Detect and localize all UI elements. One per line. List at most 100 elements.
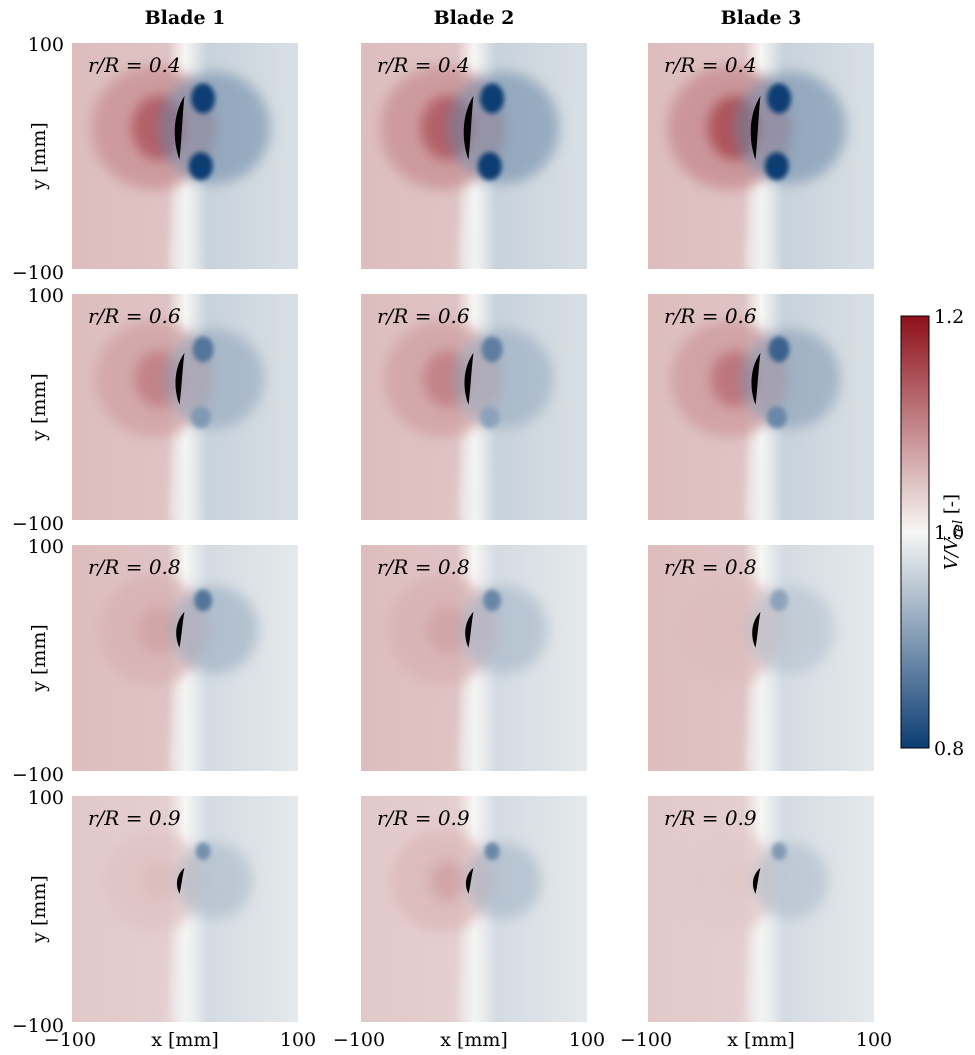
high-velocity-core bbox=[426, 605, 467, 654]
wake-band bbox=[169, 153, 192, 269]
low-velocity-halo bbox=[740, 328, 841, 429]
low-velocity-blob-upper bbox=[481, 336, 503, 363]
contour-panel-blade3-row1: r/R = 0.4 bbox=[648, 43, 874, 269]
contour-panel-blade2-row2: r/R = 0.6 bbox=[361, 294, 587, 520]
blade-airfoil-section bbox=[752, 611, 761, 648]
blade-airfoil-section bbox=[463, 95, 474, 160]
y-tick-label-bottom: −100 bbox=[12, 1015, 64, 1037]
contour-panel-blade2-row3: r/R = 0.8 bbox=[361, 545, 587, 771]
y-axis-label: y [mm] bbox=[28, 122, 50, 191]
column-title-blade1: Blade 1 bbox=[145, 7, 226, 29]
wake-band bbox=[169, 906, 192, 1022]
y-tick-label-top: 100 bbox=[28, 34, 64, 56]
wake-band bbox=[745, 404, 768, 520]
y-tick-label-bottom: −100 bbox=[12, 764, 64, 786]
column-title-blade3: Blade 3 bbox=[721, 7, 802, 29]
panel-label-radius: r/R = 0.9 bbox=[377, 806, 470, 830]
y-axis-label: y [mm] bbox=[28, 373, 50, 442]
panel-label-radius: r/R = 0.8 bbox=[664, 555, 757, 579]
contour-panel-blade2-row1: r/R = 0.4 bbox=[361, 43, 587, 269]
high-velocity-core bbox=[716, 860, 751, 901]
low-velocity-blob-upper bbox=[192, 336, 214, 363]
panel-label-radius: r/R = 0.4 bbox=[88, 53, 181, 77]
wake-band bbox=[458, 655, 481, 771]
blade-airfoil-section bbox=[176, 867, 185, 894]
x-axis-label: x [mm] bbox=[440, 1029, 508, 1051]
y-tick-label-bottom: −100 bbox=[12, 513, 64, 535]
x-tick-label-left: −100 bbox=[333, 1029, 385, 1051]
y-axis-label: y [mm] bbox=[28, 624, 50, 693]
panel-label-radius: r/R = 0.8 bbox=[377, 555, 470, 579]
panel-grid: r/R = 0.4 r/R = 0.4 r/R = 0.4 r/R = 0.6 r/R … bbox=[72, 43, 874, 1022]
blade-airfoil-section bbox=[175, 352, 185, 405]
colorbar-bar bbox=[900, 315, 930, 749]
panel-label-radius: r/R = 0.6 bbox=[88, 304, 181, 328]
wake-band bbox=[745, 906, 768, 1022]
low-velocity-halo bbox=[158, 71, 271, 184]
blade-airfoil-section bbox=[752, 867, 761, 894]
low-velocity-blob-lower bbox=[766, 406, 787, 429]
colorbar-tick-label: 0.8 bbox=[934, 738, 964, 760]
contour-panel-blade3-row2: r/R = 0.6 bbox=[648, 294, 874, 520]
colorbar-label: V/Vrel [-] bbox=[941, 494, 966, 570]
low-velocity-halo bbox=[447, 71, 560, 184]
blade-airfoil-section bbox=[465, 867, 474, 894]
wake-band bbox=[458, 404, 481, 520]
low-velocity-halo bbox=[164, 328, 265, 429]
column-title-blade2: Blade 2 bbox=[434, 7, 515, 29]
low-velocity-halo bbox=[459, 585, 548, 674]
low-velocity-blob-upper bbox=[191, 83, 216, 114]
contour-panel-blade1-row4: r/R = 0.9 bbox=[72, 796, 298, 1022]
panel-label-radius: r/R = 0.4 bbox=[664, 53, 757, 77]
low-velocity-halo bbox=[465, 842, 542, 919]
colorbar-tick-label: 1.2 bbox=[934, 306, 964, 328]
low-velocity-blob-lower bbox=[764, 152, 789, 181]
panel-label-radius: r/R = 0.4 bbox=[377, 53, 470, 77]
x-tick-label-right: 100 bbox=[569, 1029, 605, 1051]
high-velocity-core bbox=[713, 605, 754, 654]
low-velocity-blob-upper bbox=[480, 83, 505, 114]
low-velocity-blob-lower bbox=[479, 406, 500, 429]
high-velocity-core bbox=[137, 605, 178, 654]
contour-panel-blade1-row1: r/R = 0.4 bbox=[72, 43, 298, 269]
x-tick-label-left: −100 bbox=[44, 1029, 96, 1051]
contour-panel-blade1-row2: r/R = 0.6 bbox=[72, 294, 298, 520]
blade-airfoil-section bbox=[465, 611, 474, 648]
y-tick-label-top: 100 bbox=[28, 285, 64, 307]
low-velocity-blob-upper bbox=[771, 842, 787, 861]
low-velocity-halo bbox=[453, 328, 554, 429]
y-axis-label: y [mm] bbox=[28, 875, 50, 944]
low-velocity-halo bbox=[752, 842, 829, 919]
low-velocity-blob-upper bbox=[195, 842, 211, 861]
high-velocity-core bbox=[429, 860, 464, 901]
panel-label-radius: r/R = 0.8 bbox=[88, 555, 181, 579]
contour-panel-blade3-row4: r/R = 0.9 bbox=[648, 796, 874, 1022]
x-tick-label-left: −100 bbox=[620, 1029, 672, 1051]
low-velocity-blob-upper bbox=[483, 589, 502, 612]
y-tick-label-top: 100 bbox=[28, 536, 64, 558]
x-tick-label-right: 100 bbox=[280, 1029, 316, 1051]
wake-band bbox=[745, 655, 768, 771]
wake-band bbox=[169, 404, 192, 520]
x-tick-label-right: 100 bbox=[856, 1029, 892, 1051]
low-velocity-blob-upper bbox=[770, 589, 789, 612]
low-velocity-blob-upper bbox=[484, 842, 500, 861]
blade-airfoil-section bbox=[464, 352, 474, 405]
x-axis-label: x [mm] bbox=[727, 1029, 795, 1051]
low-velocity-blob-upper bbox=[767, 83, 792, 114]
wake-band bbox=[745, 153, 768, 269]
low-velocity-halo bbox=[170, 585, 259, 674]
x-axis-label: x [mm] bbox=[151, 1029, 219, 1051]
wake-band bbox=[458, 153, 481, 269]
low-velocity-blob-lower bbox=[188, 152, 213, 181]
panel-label-radius: r/R = 0.6 bbox=[377, 304, 470, 328]
low-velocity-halo bbox=[734, 71, 847, 184]
colorbar: 1.2 1.0 0.8 V/Vrel [-] bbox=[900, 306, 966, 760]
blade-airfoil-section bbox=[750, 95, 761, 160]
low-velocity-blob-lower bbox=[477, 152, 502, 181]
contour-panel-blade3-row3: r/R = 0.8 bbox=[648, 545, 874, 771]
low-velocity-halo bbox=[746, 585, 835, 674]
y-tick-label-top: 100 bbox=[28, 787, 64, 809]
panel-label-radius: r/R = 0.6 bbox=[664, 304, 757, 328]
